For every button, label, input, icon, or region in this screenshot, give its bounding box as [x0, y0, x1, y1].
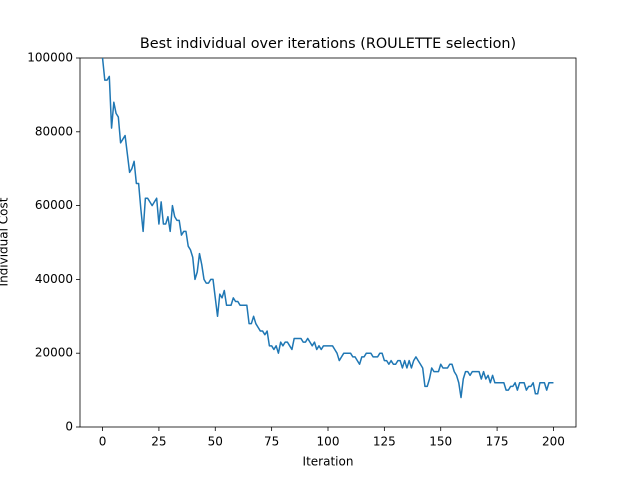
x-tick-label: 150	[429, 435, 452, 449]
x-tick-label: 100	[317, 435, 340, 449]
y-tick-label: 100000	[27, 51, 73, 65]
x-tick-label: 200	[542, 435, 565, 449]
line-series	[101, 57, 554, 399]
x-axis-label: Iteration	[303, 455, 354, 469]
x-tick-label: 175	[486, 435, 509, 449]
y-tick-label: 80000	[35, 124, 73, 138]
x-tick-label: 50	[208, 435, 223, 449]
axes-frame	[79, 57, 577, 428]
x-tick-label: 0	[99, 435, 107, 449]
y-tick-label: 20000	[35, 346, 73, 360]
y-tick-label: 40000	[35, 272, 73, 286]
y-tick-label: 0	[65, 420, 73, 434]
x-tick-label: 75	[264, 435, 279, 449]
x-tick-label: 25	[151, 435, 166, 449]
x-tick-label: 125	[373, 435, 396, 449]
y-axis-label: Individual Cost	[0, 197, 11, 286]
y-tick-label: 60000	[35, 198, 73, 212]
chart-title: Best individual over iterations (ROULETT…	[140, 36, 516, 52]
